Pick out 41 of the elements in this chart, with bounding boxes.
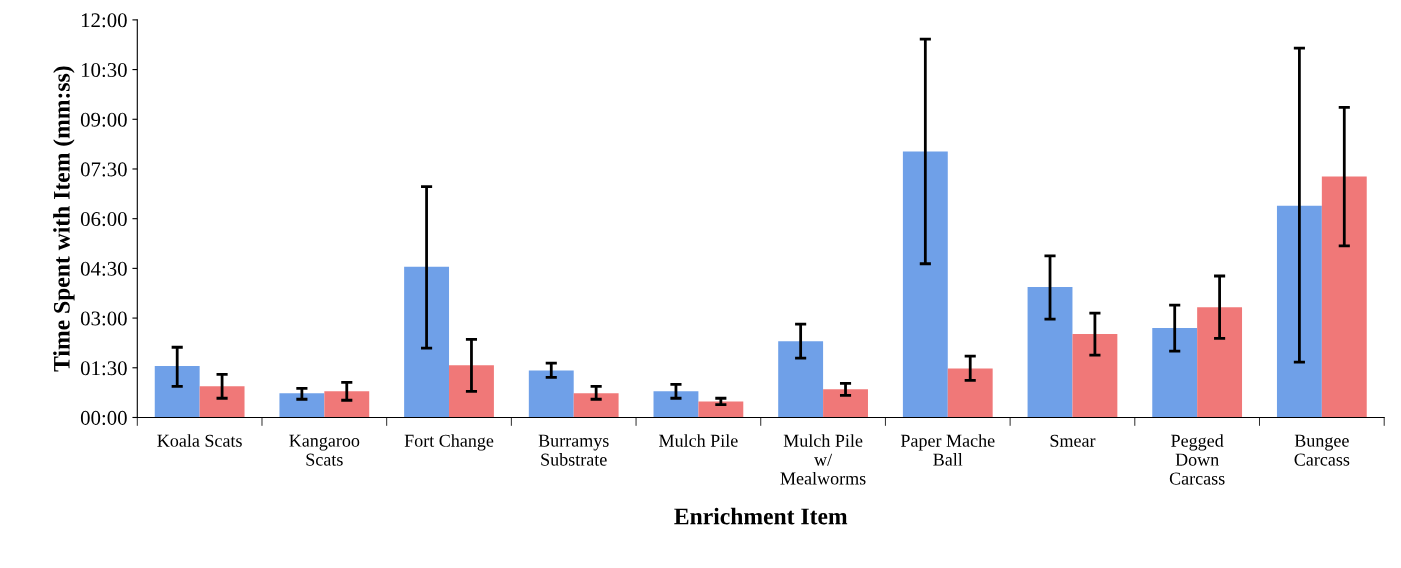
bar [573, 393, 619, 418]
x-tick-label: Fort Change [404, 434, 494, 451]
bar [154, 366, 200, 418]
bar [528, 370, 574, 418]
y-tick-label: 04:30 [80, 261, 127, 276]
bar [823, 389, 868, 418]
y-tick-label: 10:30 [81, 62, 127, 78]
bar [279, 393, 325, 418]
bar [778, 341, 824, 418]
y-tick-label: 06:00 [80, 212, 127, 227]
y-tick-label: 09:00 [80, 112, 127, 127]
x-axis-title: Enrichment Item [674, 507, 848, 525]
y-tick-label: 01:30 [80, 361, 127, 376]
bar [324, 391, 370, 418]
bar [1321, 176, 1367, 418]
bar [698, 401, 744, 418]
y-tick-label: 03:00 [80, 311, 127, 326]
bar [199, 386, 245, 418]
x-tick-label: Mulch Pile [659, 434, 738, 447]
bar [449, 365, 494, 418]
x-tick-label: Paper Mache Ball [900, 434, 995, 466]
bar [1276, 205, 1322, 418]
bar [1152, 328, 1198, 418]
bar [947, 368, 993, 418]
bar [902, 151, 948, 418]
x-tick-label: Mulch Pile w/ Mealworms [780, 434, 866, 485]
x-tick-label: Smear [1050, 434, 1096, 447]
bar [653, 391, 699, 418]
x-tick-label: Bungee Carcass [1294, 434, 1350, 466]
y-tick-label: 00:00 [80, 410, 127, 425]
bar [1027, 286, 1073, 418]
y-axis-title: Time Spent with Item (mm:ss) [53, 66, 75, 372]
x-tick-label: Pegged Down Carcass [1169, 434, 1225, 485]
x-tick-label: Kangaroo Scats [289, 434, 360, 466]
y-tick-label: 07:30 [80, 162, 127, 177]
bar [1072, 333, 1118, 418]
x-tick-label: Burramys Substrate [538, 434, 609, 466]
y-tick-label: 12:00 [81, 13, 127, 28]
bar [404, 266, 450, 418]
x-tick-label: Koala Scats [157, 434, 242, 447]
bar [1197, 307, 1243, 418]
